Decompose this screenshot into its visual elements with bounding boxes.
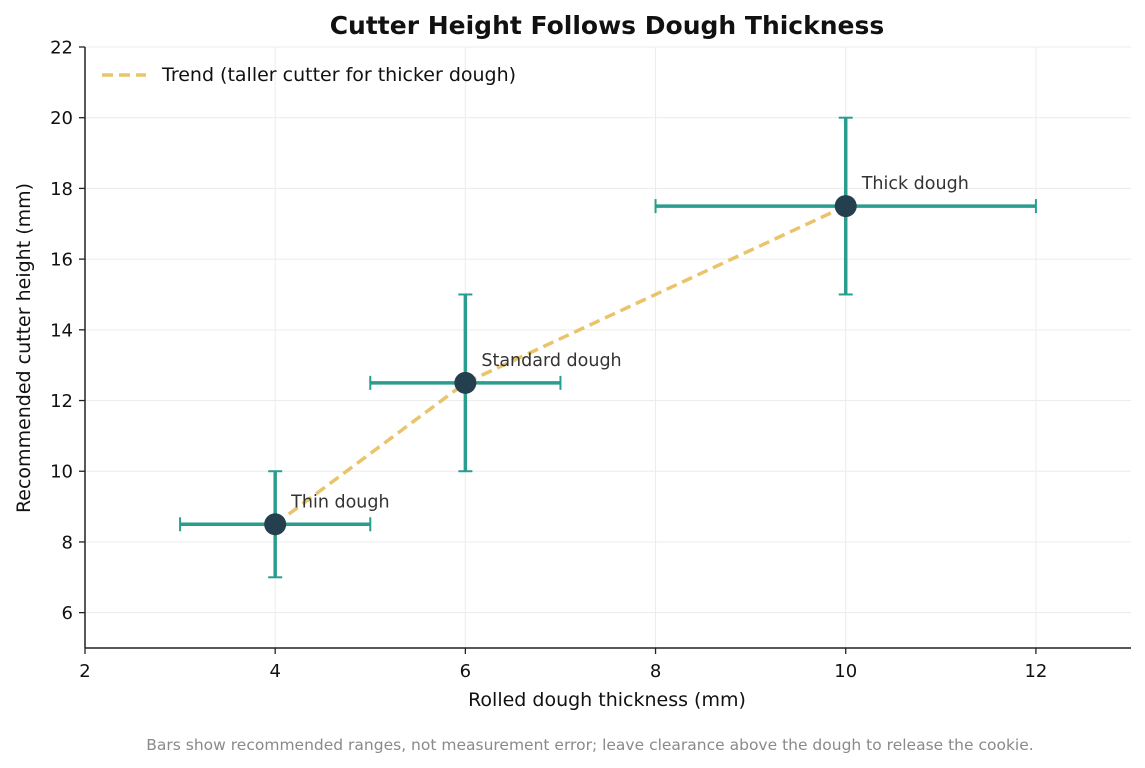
x-axis-label: Rolled dough thickness (mm) (468, 689, 746, 711)
y-tick-label: 20 (50, 108, 73, 129)
data-point (454, 371, 477, 394)
data-point (834, 195, 857, 218)
y-axis-label: Recommended cutter height (mm) (13, 183, 35, 513)
x-tick-label: 6 (460, 661, 471, 682)
y-tick-label: 8 (62, 532, 73, 553)
trend-line-group (274, 204, 847, 526)
point-label: Standard dough (481, 351, 621, 371)
trend-line (274, 204, 847, 526)
y-tick-label: 10 (50, 462, 73, 483)
point-label: Thin dough (290, 492, 389, 512)
axes (79, 46, 1131, 654)
x-tick-label: 10 (834, 661, 857, 682)
legend: Trend (taller cutter for thicker dough) (102, 64, 516, 86)
y-tick-label: 22 (50, 38, 73, 59)
footnote: Bars show recommended ranges, not measur… (146, 736, 1033, 754)
tick-labels: 2 4 6 8 10 12 6 8 10 12 14 16 18 20 22 (50, 38, 1047, 683)
y-tick-label: 18 (50, 179, 73, 200)
point-label: Thick dough (861, 174, 969, 194)
y-tick-label: 14 (50, 320, 73, 341)
x-tick-label: 12 (1024, 661, 1047, 682)
y-tick-label: 16 (50, 250, 73, 271)
y-tick-label: 12 (50, 391, 73, 412)
grid-lines (85, 46, 1131, 648)
legend-trend-label: Trend (taller cutter for thicker dough) (161, 64, 516, 86)
chart-title: Cutter Height Follows Dough Thickness (330, 11, 885, 40)
data-point (264, 513, 287, 536)
x-tick-label: 8 (650, 661, 661, 682)
data-points-group: Thin dough Standard dough Thick dough (264, 174, 969, 536)
x-tick-label: 2 (79, 661, 90, 682)
y-tick-label: 6 (62, 603, 73, 624)
x-tick-label: 4 (269, 661, 280, 682)
